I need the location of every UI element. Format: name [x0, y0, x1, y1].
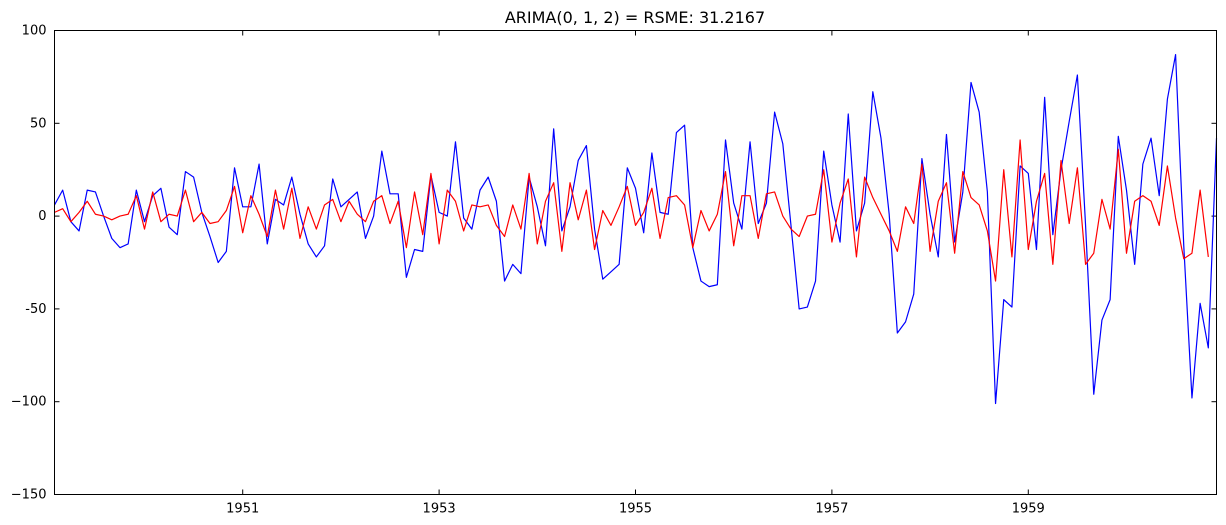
x-tick-label: 1955 [619, 502, 652, 517]
x-axis: 1951 1953 1955 1957 1959 [226, 30, 1045, 517]
chart-title: ARIMA(0, 1, 2) = RSME: 31.2167 [505, 8, 765, 27]
y-tick-label: 50 [30, 116, 47, 131]
x-tick-label: 1959 [1012, 502, 1045, 517]
series-line-red [54, 139, 1209, 282]
y-tick-label: -50 [25, 302, 46, 317]
y-tick-label: −100 [11, 395, 47, 410]
x-tick-label: 1951 [226, 502, 259, 517]
x-tick-label: 1953 [423, 502, 456, 517]
y-tick-label: 100 [22, 24, 47, 39]
plot-area [53, 54, 1218, 405]
y-tick-label: −150 [11, 488, 47, 503]
y-axis: 100 50 0 -50 −100 −150 [11, 24, 1217, 503]
y-tick-label: 0 [38, 209, 46, 224]
series-line-blue [53, 54, 1218, 405]
x-tick-label: 1957 [815, 502, 848, 517]
plot-frame [54, 30, 1217, 495]
